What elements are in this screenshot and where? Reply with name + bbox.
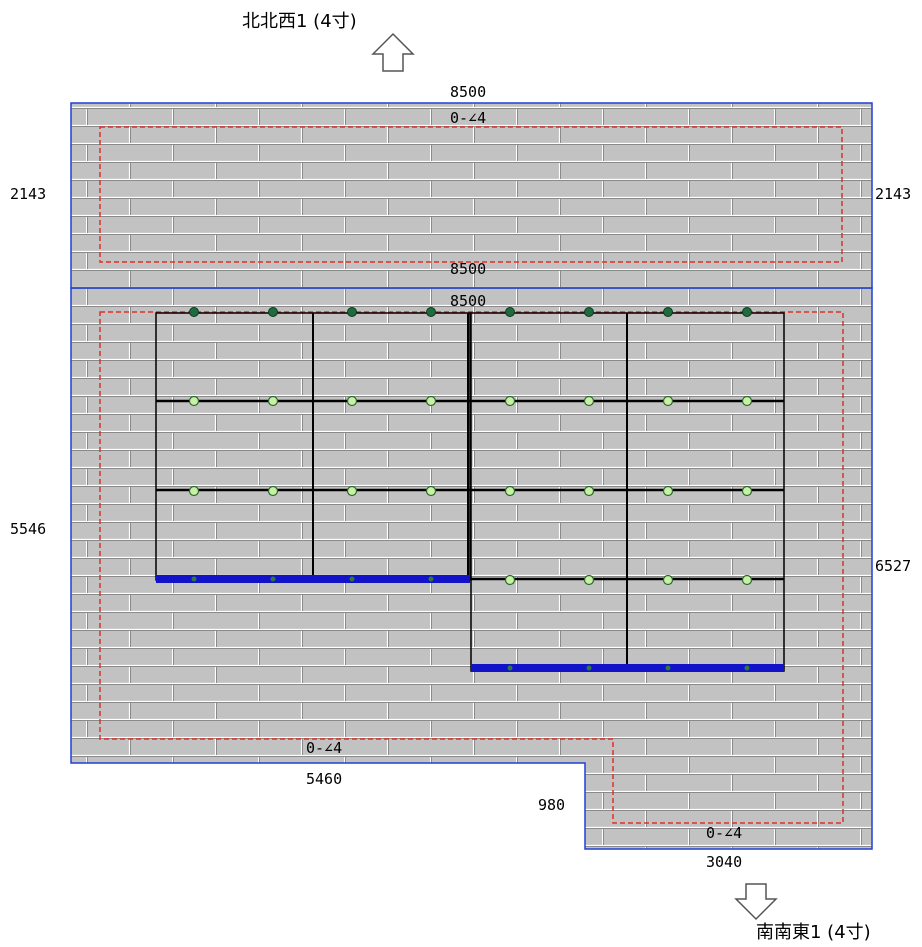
- bolts-light-row-3: [504, 574, 753, 586]
- rail-bolt: [744, 665, 750, 671]
- south-direction-label: 南南東1 (4寸): [756, 922, 871, 943]
- bolts-light-row-1: [188, 395, 753, 407]
- lower-left-slope-label: 0-∠4: [306, 739, 342, 757]
- lower-left-height-label: 5546: [10, 520, 46, 538]
- rail-bolt: [586, 665, 592, 671]
- bolt-light: [741, 485, 753, 497]
- bolt-light: [425, 395, 437, 407]
- bolt-light: [504, 485, 516, 497]
- bolt-light: [583, 485, 595, 497]
- bolt-light: [583, 395, 595, 407]
- bolt-light: [583, 574, 595, 586]
- lower-right-slope-label: 0-∠4: [706, 824, 742, 842]
- panel-array-right: [470, 312, 785, 672]
- upper-top-width-label: 8500: [450, 83, 486, 101]
- bolts-light-row-2: [188, 485, 753, 497]
- bolt-light: [662, 574, 674, 586]
- north-arrow-icon: [371, 32, 415, 72]
- bolts-dark-top: [189, 307, 752, 317]
- bottom-rail-bar: [471, 664, 784, 672]
- rail-bar-bolts: [191, 576, 750, 671]
- upper-margin-line: [99, 126, 843, 263]
- bolt-light: [504, 395, 516, 407]
- upper-bottom-width-label: 8500: [450, 260, 486, 278]
- bolt-light: [662, 395, 674, 407]
- bolt-light: [346, 485, 358, 497]
- panel-array-left: [155, 312, 471, 583]
- rail-bolt: [665, 665, 671, 671]
- bolt-light: [346, 395, 358, 407]
- lower-margin-line: [99, 311, 844, 824]
- upper-left-height-label: 2143: [10, 185, 46, 203]
- bolt-dark: [742, 307, 752, 317]
- north-direction-label: 北北西1 (4寸): [242, 11, 357, 32]
- bolt-light: [504, 574, 516, 586]
- bolt-dark: [584, 307, 594, 317]
- lower-right-width-label: 3040: [706, 853, 742, 871]
- upper-right-height-label: 2143: [875, 185, 911, 203]
- bottom-rail-bar: [156, 575, 470, 583]
- bolt-light: [662, 485, 674, 497]
- step-height-label: 980: [538, 796, 565, 814]
- bolt-dark: [505, 307, 515, 317]
- rail-bolt: [191, 576, 197, 582]
- bolt-dark: [663, 307, 673, 317]
- bolt-dark: [426, 307, 436, 317]
- south-arrow-icon: [734, 883, 778, 921]
- lower-top-width-label: 8500: [450, 292, 486, 310]
- rail-bolt: [428, 576, 434, 582]
- bolt-light: [267, 395, 279, 407]
- bolt-light: [267, 485, 279, 497]
- upper-roof-face: [70, 102, 873, 289]
- bolt-dark: [189, 307, 199, 317]
- rail-bolt: [349, 576, 355, 582]
- rail-bolt: [507, 665, 513, 671]
- bolt-light: [425, 485, 437, 497]
- bolt-dark: [347, 307, 357, 317]
- upper-slope-label: 0-∠4: [450, 109, 486, 127]
- lower-left-width-label: 5460: [306, 770, 342, 788]
- bolt-dark: [268, 307, 278, 317]
- bolt-light: [188, 485, 200, 497]
- bolt-light: [741, 395, 753, 407]
- lower-right-height-label: 6527: [875, 557, 911, 575]
- rail-bolt: [270, 576, 276, 582]
- bolt-light: [741, 574, 753, 586]
- bolt-light: [188, 395, 200, 407]
